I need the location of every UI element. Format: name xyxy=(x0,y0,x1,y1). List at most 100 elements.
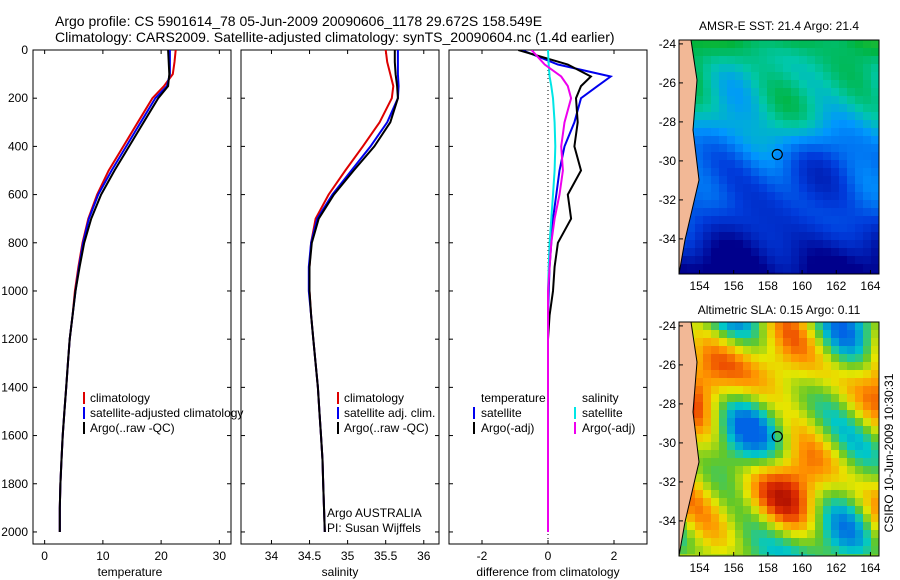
map-cell xyxy=(799,506,807,514)
map-cell xyxy=(823,402,831,410)
map-cell xyxy=(799,522,807,530)
map-cell xyxy=(711,224,719,232)
map-cell xyxy=(695,272,703,274)
map-cell xyxy=(783,554,791,556)
map-cell xyxy=(719,554,727,556)
map-cell xyxy=(719,184,727,192)
map-cell xyxy=(735,120,743,128)
map-cell xyxy=(687,546,695,554)
map-cell xyxy=(767,506,775,514)
map-cell xyxy=(791,370,799,378)
map-cell xyxy=(863,426,871,434)
map-cell xyxy=(711,128,719,136)
map-cell xyxy=(743,538,751,546)
coastline-land xyxy=(679,40,700,274)
map-cell xyxy=(695,322,703,330)
map-cell xyxy=(823,450,831,458)
map-cell xyxy=(847,56,855,64)
map-cell xyxy=(743,450,751,458)
map-cell xyxy=(687,514,695,522)
map-cell xyxy=(767,208,775,216)
map-cell xyxy=(743,402,751,410)
map-cell xyxy=(711,104,719,112)
map-cell xyxy=(711,112,719,120)
depth-tick-label: 0 xyxy=(21,43,28,57)
map-cell xyxy=(783,240,791,248)
map-cell xyxy=(815,240,823,248)
map-cell xyxy=(711,192,719,200)
map-cell xyxy=(759,498,767,506)
map-cell xyxy=(863,160,871,168)
map-cell xyxy=(775,80,783,88)
map-cell xyxy=(791,120,799,128)
map-cell xyxy=(823,506,831,514)
map-cell xyxy=(799,386,807,394)
map-cell xyxy=(719,248,727,256)
map-cell xyxy=(871,546,879,554)
map-cell xyxy=(751,160,759,168)
temperature-plot-frame xyxy=(32,49,232,545)
map-cell xyxy=(831,96,839,104)
map-cell xyxy=(823,426,831,434)
map-cell xyxy=(767,176,775,184)
map-cell xyxy=(719,152,727,160)
map-cell xyxy=(839,530,847,538)
map-cell xyxy=(695,192,703,200)
map-cell xyxy=(735,474,743,482)
map-cell xyxy=(783,192,791,200)
map-cell xyxy=(823,362,831,370)
map-cell xyxy=(743,554,751,556)
map-cell xyxy=(743,208,751,216)
map-cell xyxy=(831,474,839,482)
map-cell xyxy=(727,160,735,168)
map-cell xyxy=(719,208,727,216)
map-cell xyxy=(711,264,719,272)
map-cell xyxy=(791,248,799,256)
map-lon-tick-label: 164 xyxy=(860,279,880,293)
map-cell xyxy=(703,128,711,136)
map-cell xyxy=(751,418,759,426)
map-cell xyxy=(759,40,767,48)
map-cell xyxy=(807,168,815,176)
map-cell xyxy=(743,56,751,64)
map-cell xyxy=(719,354,727,362)
map-cell xyxy=(807,386,815,394)
map-cell xyxy=(839,192,847,200)
map-cell xyxy=(743,386,751,394)
map-cell xyxy=(831,192,839,200)
map-cell xyxy=(751,176,759,184)
salinity-axis-label: salinity xyxy=(322,565,359,579)
map-cell xyxy=(783,232,791,240)
map-cell xyxy=(799,56,807,64)
map-cell xyxy=(855,160,863,168)
map-cell xyxy=(815,514,823,522)
map-cell xyxy=(727,128,735,136)
map-cell xyxy=(831,530,839,538)
map-cell xyxy=(711,152,719,160)
map-cell xyxy=(831,514,839,522)
map-cell xyxy=(695,216,703,224)
map-cell xyxy=(863,362,871,370)
map-cell xyxy=(783,426,791,434)
map-cell xyxy=(743,506,751,514)
map-cell xyxy=(711,490,719,498)
map-cell xyxy=(855,56,863,64)
map-cell xyxy=(791,322,799,330)
map-cell xyxy=(831,330,839,338)
map-cell xyxy=(807,216,815,224)
map-cell xyxy=(871,224,879,232)
map-cell xyxy=(799,144,807,152)
map-cell xyxy=(687,522,695,530)
map-cell xyxy=(799,394,807,402)
map-cell xyxy=(863,530,871,538)
map-cell xyxy=(767,72,775,80)
map-cell xyxy=(719,72,727,80)
map-cell xyxy=(847,442,855,450)
map-lat-tick-label: -34 xyxy=(659,232,677,246)
map-cell xyxy=(839,56,847,64)
map-cell xyxy=(727,386,735,394)
map-cell xyxy=(687,498,695,506)
map-cell xyxy=(711,522,719,530)
map-cell xyxy=(727,264,735,272)
map-cell xyxy=(743,482,751,490)
